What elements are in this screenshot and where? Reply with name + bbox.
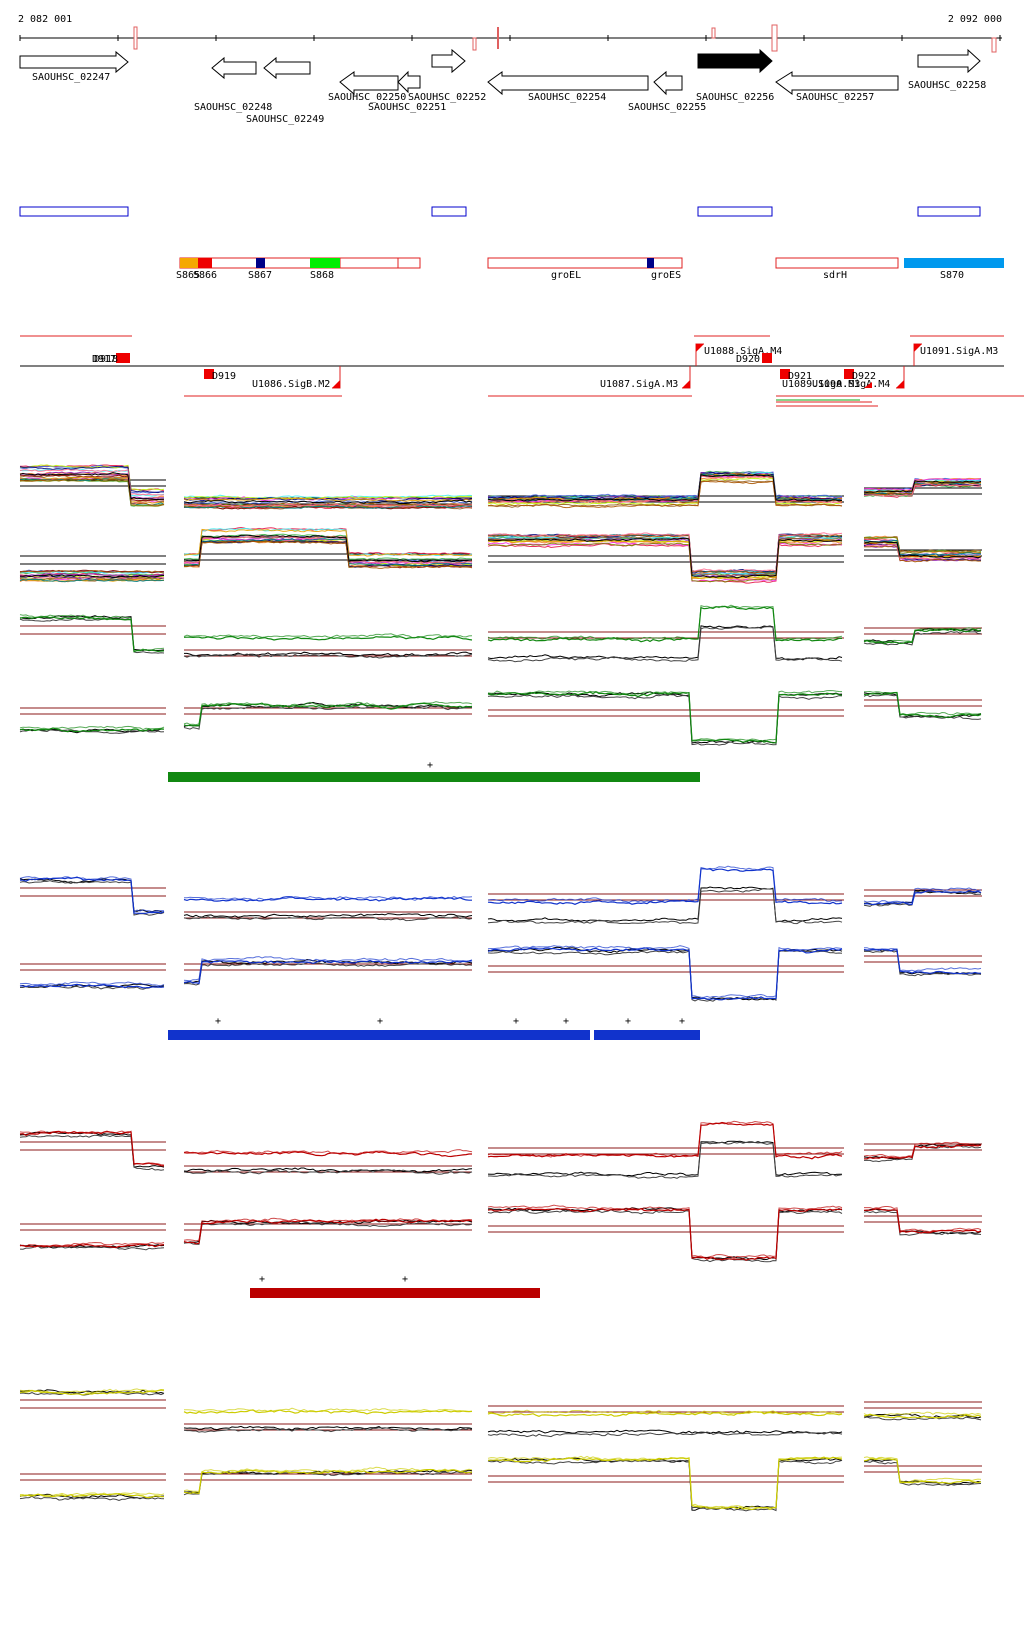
gene-arrow-saouhsc-02247[interactable]: SAOUHSC_02247 bbox=[19, 50, 129, 83]
green-bar-plus: + bbox=[427, 760, 433, 771]
segment-s866[interactable] bbox=[198, 258, 212, 268]
gene-arrow-saouhsc-02254[interactable]: SAOUHSC_02254 bbox=[487, 71, 649, 103]
feature-label-d922: D922 bbox=[852, 371, 876, 382]
blue-bar-plus-3: + bbox=[513, 1016, 519, 1027]
gene-label-saouhsc-02247: SAOUHSC_02247 bbox=[32, 72, 110, 83]
segment-label-sdrh: sdrH bbox=[823, 270, 847, 281]
green-condition-bar[interactable] bbox=[168, 772, 700, 782]
gene-arrow-saouhsc-02251[interactable]: SAOUHSC_02251 bbox=[368, 70, 446, 113]
gene-arrow-saouhsc-02257[interactable]: SAOUHSC_02257 bbox=[775, 71, 899, 103]
segment-label-s865: S865 bbox=[176, 270, 200, 281]
gene-arrow-saouhsc-02249[interactable]: SAOUHSC_02249 bbox=[246, 56, 324, 125]
gene-label-saouhsc-02248: SAOUHSC_02248 bbox=[194, 102, 272, 113]
blue-bar-plus-2: + bbox=[377, 1016, 383, 1027]
gene-label-saouhsc-02255: SAOUHSC_02255 bbox=[628, 102, 706, 113]
feature-label-d920: D920 bbox=[736, 354, 760, 365]
segment-label-s866: S866 bbox=[193, 270, 217, 281]
segment-sdrh[interactable] bbox=[775, 257, 899, 269]
ruler-ticks bbox=[19, 35, 1001, 41]
segment-s867[interactable] bbox=[256, 258, 265, 268]
gene-label-saouhsc-02256: SAOUHSC_02256 bbox=[696, 92, 774, 103]
gene-arrow-saouhsc-02250[interactable]: SAOUHSC_02250 bbox=[328, 71, 406, 103]
segment-s865[interactable] bbox=[180, 258, 198, 268]
blue-bar-plus-4: + bbox=[563, 1016, 569, 1027]
segment-groel[interactable] bbox=[487, 257, 683, 269]
gene-arrow-saouhsc-02256[interactable]: SAOUHSC_02256 bbox=[696, 48, 774, 103]
gene-label-saouhsc-02250: SAOUHSC_02250 bbox=[328, 92, 406, 103]
blue-bar-plus-6: + bbox=[679, 1016, 685, 1027]
feature-label-u1090: U1090.SigA.M4 bbox=[812, 379, 890, 390]
segment-s868[interactable] bbox=[310, 258, 340, 268]
gene-label-saouhsc-02252: SAOUHSC_02252 bbox=[408, 92, 486, 103]
gene-arrow-saouhsc-02255[interactable]: SAOUHSC_02255 bbox=[628, 70, 706, 113]
gene-label-saouhsc-02251: SAOUHSC_02251 bbox=[368, 102, 446, 113]
segment-s870[interactable] bbox=[904, 258, 1004, 268]
feature-track: D917 D918 D919 U1086.SigB.M2 U1087.SigA.… bbox=[20, 335, 1024, 407]
feature-label-u1091: U1091.SigA.M3 bbox=[920, 346, 998, 357]
blue-bar-plus-5: + bbox=[625, 1016, 631, 1027]
feature-label-u1088: U1088.SigA.M4 bbox=[704, 346, 782, 357]
blue-condition-bar-1[interactable] bbox=[168, 1030, 590, 1040]
segment-label-s868: S868 bbox=[310, 270, 334, 281]
feature-label-d918: D918 bbox=[94, 354, 118, 365]
expression-tracks bbox=[19, 464, 982, 1512]
red-bar-plus-1: + bbox=[259, 1274, 265, 1285]
red-condition-bar[interactable] bbox=[250, 1288, 540, 1298]
blue-condition-bar-2[interactable] bbox=[594, 1030, 700, 1040]
red-bar-plus-2: + bbox=[402, 1274, 408, 1285]
coord-start: 2 082 001 bbox=[18, 14, 72, 25]
gene-label-saouhsc-02249: SAOUHSC_02249 bbox=[246, 114, 324, 125]
gene-track: SAOUHSC_02247 SAOUHSC_02248 SAOUHSC_0224… bbox=[19, 48, 986, 125]
gene-arrow-saouhsc-02252[interactable]: SAOUHSC_02252 bbox=[408, 48, 486, 103]
gene-label-saouhsc-02257: SAOUHSC_02257 bbox=[796, 92, 874, 103]
gene-label-saouhsc-02254: SAOUHSC_02254 bbox=[528, 92, 606, 103]
feature-label-u1086: U1086.SigB.M2 bbox=[252, 379, 330, 390]
segment-track: S865 S866 S867 S868 groEL groES sdrH S87… bbox=[176, 257, 1004, 281]
gene-arrow-saouhsc-02248[interactable]: SAOUHSC_02248 bbox=[194, 56, 272, 113]
segment-label-s870: S870 bbox=[940, 270, 964, 281]
blue-bar-plus-1: + bbox=[215, 1016, 221, 1027]
segment-label-groes: groES bbox=[651, 270, 681, 281]
condition-bars: + + + + + + + + + bbox=[168, 760, 700, 1298]
coord-end: 2 092 000 bbox=[948, 14, 1002, 25]
gene-arrow-saouhsc-02258[interactable]: SAOUHSC_02258 bbox=[908, 48, 986, 91]
segment-label-s867: S867 bbox=[248, 270, 272, 281]
blue-box-track bbox=[19, 206, 981, 217]
feature-label-d921: D921 bbox=[788, 371, 812, 382]
feature-label-u1089: U1089.SigA.M3 bbox=[782, 379, 860, 390]
segment-label-groel: groEL bbox=[551, 270, 581, 281]
segment-groes[interactable] bbox=[647, 258, 654, 268]
gene-label-saouhsc-02258: SAOUHSC_02258 bbox=[908, 80, 986, 91]
feature-label-d919: D919 bbox=[212, 371, 236, 382]
feature-label-u1087: U1087.SigA.M3 bbox=[600, 379, 678, 390]
ruler bbox=[19, 24, 1002, 53]
feature-label-d917: D917 bbox=[92, 354, 116, 365]
